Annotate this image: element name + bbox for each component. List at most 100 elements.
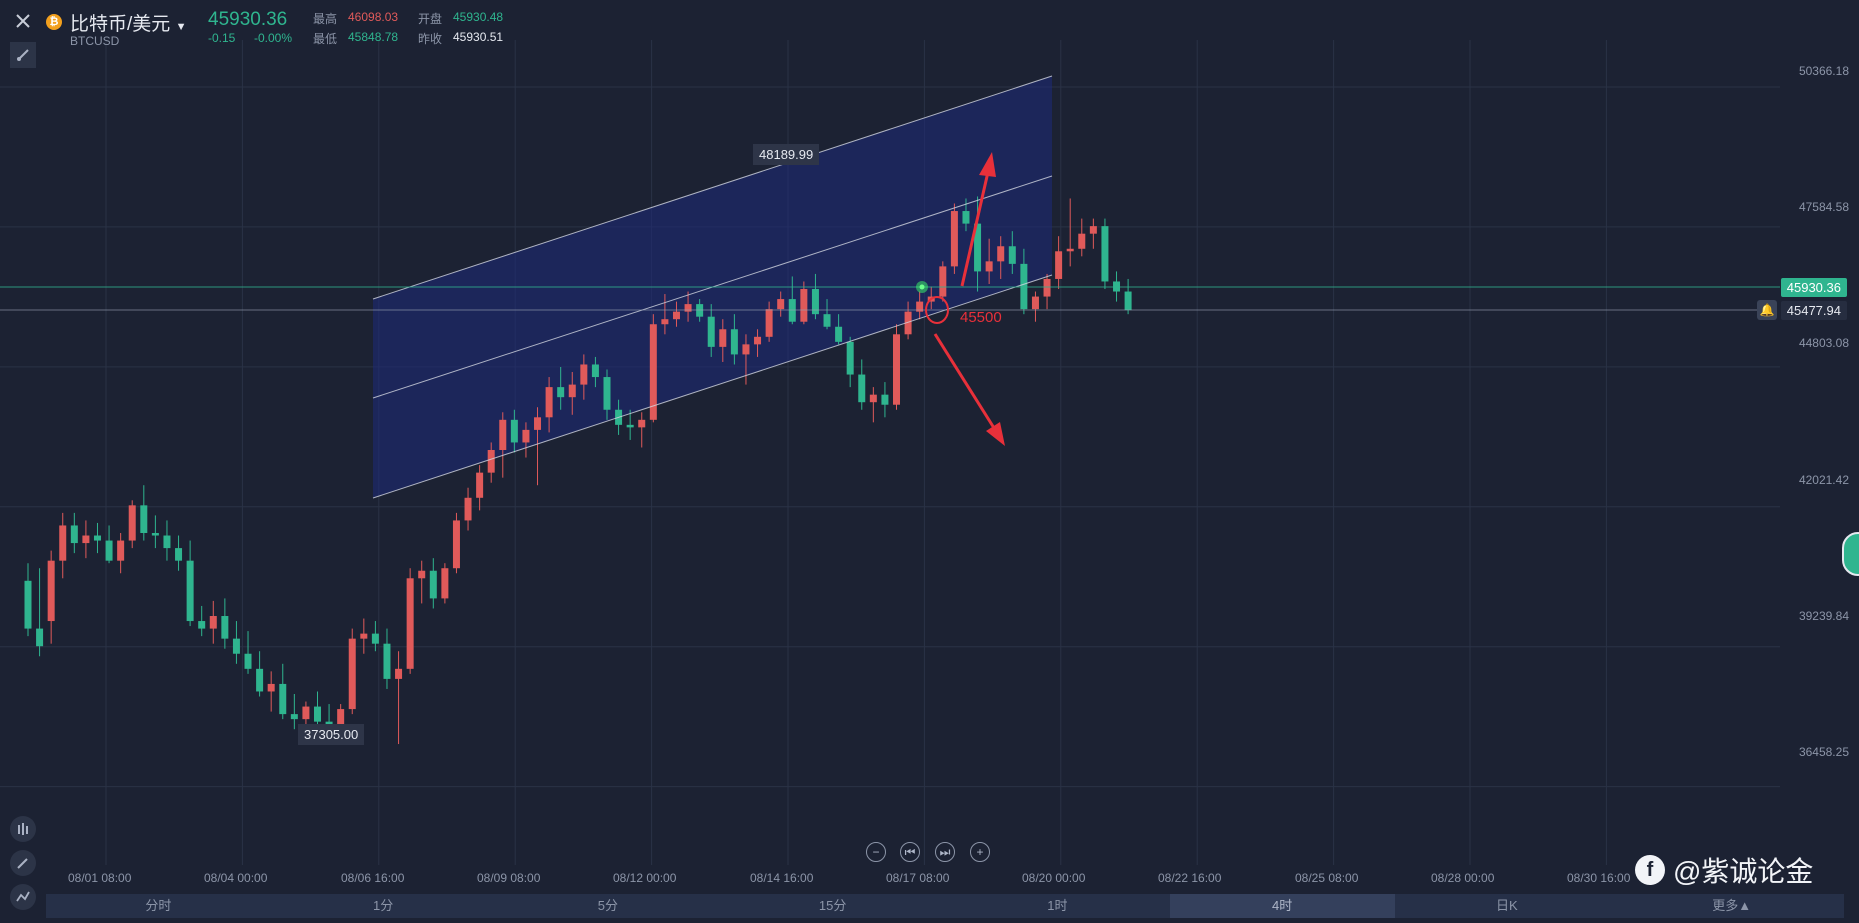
candle-body <box>835 326 843 342</box>
high-label: 最高 <box>313 12 338 26</box>
symbol-title[interactable]: 比特币/美元 ▼ <box>70 14 187 35</box>
candle-body <box>730 329 738 355</box>
candle-body <box>395 668 403 679</box>
candle-body <box>1043 278 1051 297</box>
candle <box>209 600 217 644</box>
price-tick: 47584.58 <box>1798 200 1849 214</box>
candle <box>800 281 808 325</box>
zoom-out-button[interactable]: − <box>866 842 886 862</box>
candle-body <box>383 643 391 679</box>
candle <box>36 568 44 657</box>
candle-body <box>661 319 669 325</box>
price-tick: 36458.25 <box>1798 745 1849 759</box>
candle <box>510 409 518 453</box>
price-tick: 50366.18 <box>1798 64 1849 78</box>
draw-tool-icon[interactable] <box>10 42 36 68</box>
candle-body <box>267 683 275 692</box>
time-tick: 08/14 16:00 <box>750 871 814 885</box>
timeframe-tab[interactable]: 5分 <box>597 898 618 913</box>
candle-body <box>534 417 542 430</box>
candle-body <box>198 621 206 629</box>
candle <box>765 301 773 342</box>
candle <box>719 319 727 362</box>
price-change-pct: -0.00% <box>254 31 293 45</box>
close-icon[interactable] <box>10 8 36 34</box>
candle <box>1008 231 1016 274</box>
candle <box>707 304 715 357</box>
low-marker-label: 37305.00 <box>298 724 365 745</box>
timeframe-tab-active[interactable]: 4时 <box>1169 894 1395 918</box>
scroll-start-button[interactable]: ⏮ <box>900 842 920 862</box>
timeframe-tab[interactable]: 日K <box>1496 898 1518 913</box>
candle-body <box>777 299 785 310</box>
timeframe-tab[interactable]: 更多▲ <box>1712 898 1752 913</box>
candle <box>568 372 576 415</box>
timeframe-tab[interactable]: 分时 <box>145 898 172 913</box>
candle-body <box>568 384 576 398</box>
candle <box>835 314 843 345</box>
timeframe-tab[interactable]: 1时 <box>1047 898 1068 913</box>
time-tick: 08/30 16:00 <box>1567 871 1631 885</box>
current-price-tag: 45930.36 <box>1780 278 1847 297</box>
candle-body <box>1008 246 1016 264</box>
candle-body <box>950 211 958 267</box>
candle <box>314 691 321 730</box>
floating-action-badge[interactable] <box>1842 532 1859 576</box>
trade-annotations <box>916 152 1005 446</box>
zoom-in-button[interactable]: + <box>970 842 990 862</box>
candle-body <box>603 377 611 410</box>
timeframe-tab[interactable]: 15分 <box>818 898 847 913</box>
target-level-label: 45500 <box>960 309 1002 326</box>
time-tick: 08/22 16:00 <box>1158 871 1222 885</box>
candle-body <box>348 638 356 710</box>
candle <box>198 605 206 637</box>
low-value: 45848.78 <box>348 30 399 44</box>
indicator-icon[interactable] <box>10 816 36 842</box>
candle <box>684 291 692 322</box>
candle <box>754 329 762 357</box>
candle <box>893 324 900 410</box>
candle-body <box>256 668 264 692</box>
candle <box>487 442 495 483</box>
candle <box>279 663 287 720</box>
candle <box>70 512 78 554</box>
candle-body <box>916 301 924 312</box>
timeframe-tab[interactable]: 1分 <box>373 898 394 913</box>
time-tick: 08/12 00:00 <box>613 871 677 885</box>
scroll-end-button[interactable]: ⏭ <box>935 842 955 862</box>
candle-body <box>244 653 252 669</box>
chevron-down-icon[interactable]: ▼ <box>175 21 187 33</box>
candle-body <box>175 548 183 561</box>
bell-icon[interactable]: 🔔 <box>1757 300 1777 320</box>
candle-body <box>302 706 310 720</box>
candle-body <box>209 616 217 629</box>
open-label: 开盘 <box>418 12 443 26</box>
candle-body <box>186 560 194 622</box>
candle <box>939 261 947 302</box>
time-tick: 08/06 16:00 <box>341 871 405 885</box>
candle <box>117 533 125 574</box>
candle-body <box>893 334 900 405</box>
candle-body <box>719 329 727 347</box>
open-value: 45930.48 <box>453 10 504 24</box>
pencil-icon[interactable] <box>10 850 36 876</box>
candle <box>24 563 32 637</box>
candle <box>128 500 136 549</box>
timeframe-bar: 分时 1分 5分 15分 1时 4时 日K 更多▲ <box>46 894 1844 918</box>
candle-body <box>997 246 1005 262</box>
line-chart-icon[interactable] <box>10 884 36 910</box>
low-label: 最低 <box>313 32 338 46</box>
candle-body <box>510 419 518 443</box>
candle-body <box>441 568 449 599</box>
candle <box>591 356 599 388</box>
candle <box>256 651 264 697</box>
candle <box>383 628 391 689</box>
candle-body <box>163 535 171 549</box>
price-tick: 42021.42 <box>1798 473 1849 487</box>
candle <box>777 291 785 317</box>
price-tick: 44803.08 <box>1798 336 1849 350</box>
candle-body <box>580 364 588 385</box>
candle <box>545 377 553 433</box>
watermark: f @紫诚论金 <box>1635 850 1813 890</box>
